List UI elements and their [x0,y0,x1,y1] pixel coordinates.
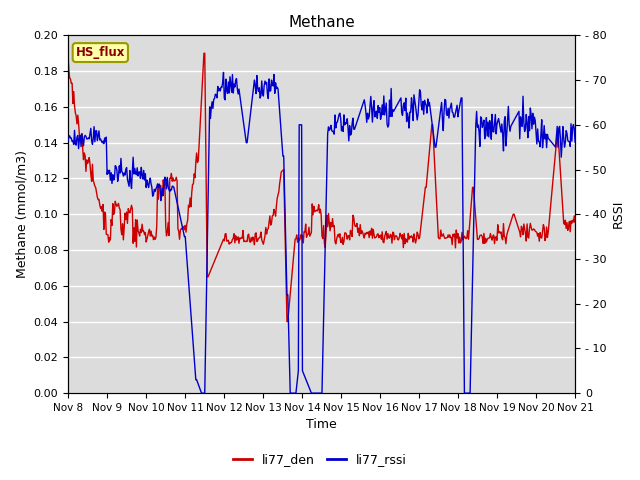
Title: Methane: Methane [288,15,355,30]
Y-axis label: Methane (mmol/m3): Methane (mmol/m3) [15,150,28,278]
Y-axis label: RSSI: RSSI [612,200,625,228]
Text: HS_flux: HS_flux [76,46,125,59]
X-axis label: Time: Time [306,419,337,432]
Legend: li77_den, li77_rssi: li77_den, li77_rssi [228,448,412,471]
